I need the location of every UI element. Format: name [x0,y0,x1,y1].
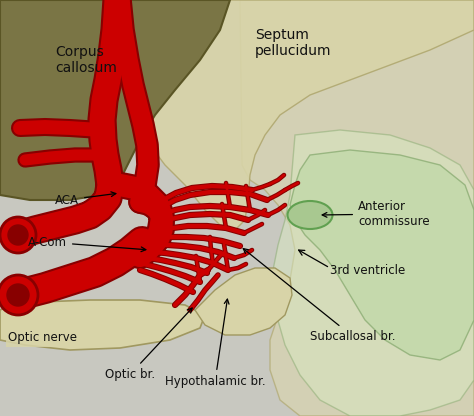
Circle shape [8,225,28,245]
Circle shape [0,217,36,253]
Circle shape [0,275,38,315]
Text: Corpus
callosum: Corpus callosum [55,45,117,75]
Text: ACA: ACA [55,192,116,206]
Polygon shape [0,300,205,350]
Polygon shape [138,0,474,230]
Text: Anterior
commissure: Anterior commissure [322,200,429,228]
Text: Hypothalamic br.: Hypothalamic br. [164,299,265,388]
Polygon shape [0,0,230,200]
Circle shape [7,284,29,306]
Text: Optic nerve: Optic nerve [8,332,77,344]
Polygon shape [290,150,474,360]
Ellipse shape [288,201,332,229]
Text: Septum
pellucidum: Septum pellucidum [255,28,331,58]
Polygon shape [240,0,474,416]
Text: Subcallosal br.: Subcallosal br. [243,249,395,343]
Polygon shape [195,268,292,335]
Polygon shape [272,130,474,416]
Text: 3rd ventricle: 3rd ventricle [330,263,405,277]
Text: A-Com: A-Com [28,235,146,252]
Text: Optic br.: Optic br. [105,308,192,381]
